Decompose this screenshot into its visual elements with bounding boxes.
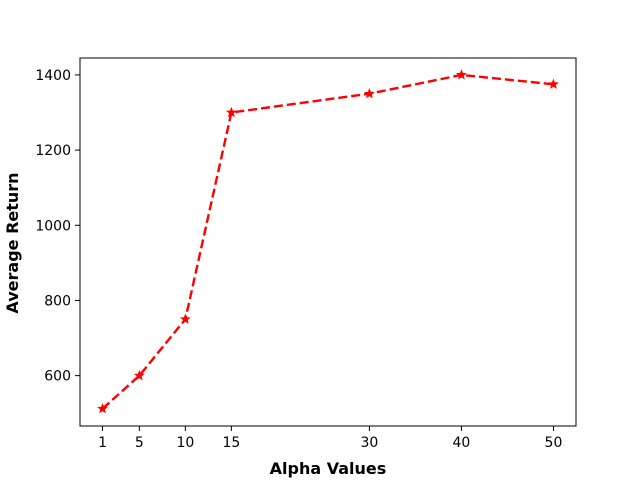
y-axis-label: Average Return	[3, 172, 22, 313]
x-tick-label: 10	[176, 435, 194, 451]
data-point-marker	[133, 369, 145, 381]
x-axis-label: Alpha Values	[270, 459, 387, 478]
y-tick-label: 1400	[35, 68, 71, 84]
x-tick-label: 15	[222, 435, 240, 451]
y-tick-label: 1000	[35, 218, 71, 234]
y-tick-label: 1200	[35, 143, 71, 159]
y-tick-label: 800	[44, 293, 71, 309]
x-tick-label: 1	[98, 435, 107, 451]
x-tick-label: 40	[453, 435, 471, 451]
y-tick-label: 600	[44, 369, 71, 385]
series-layer	[97, 69, 559, 414]
x-tick-label: 50	[545, 435, 563, 451]
data-point-marker	[225, 106, 237, 118]
data-point-marker	[179, 313, 191, 324]
x-tick-label: 30	[360, 435, 378, 451]
data-point-marker	[548, 78, 559, 89]
data-point-marker	[97, 403, 108, 414]
plot-frame	[79, 57, 577, 427]
data-point-marker	[364, 88, 375, 99]
x-tick-label: 5	[135, 435, 144, 451]
data-point-marker	[456, 69, 467, 80]
